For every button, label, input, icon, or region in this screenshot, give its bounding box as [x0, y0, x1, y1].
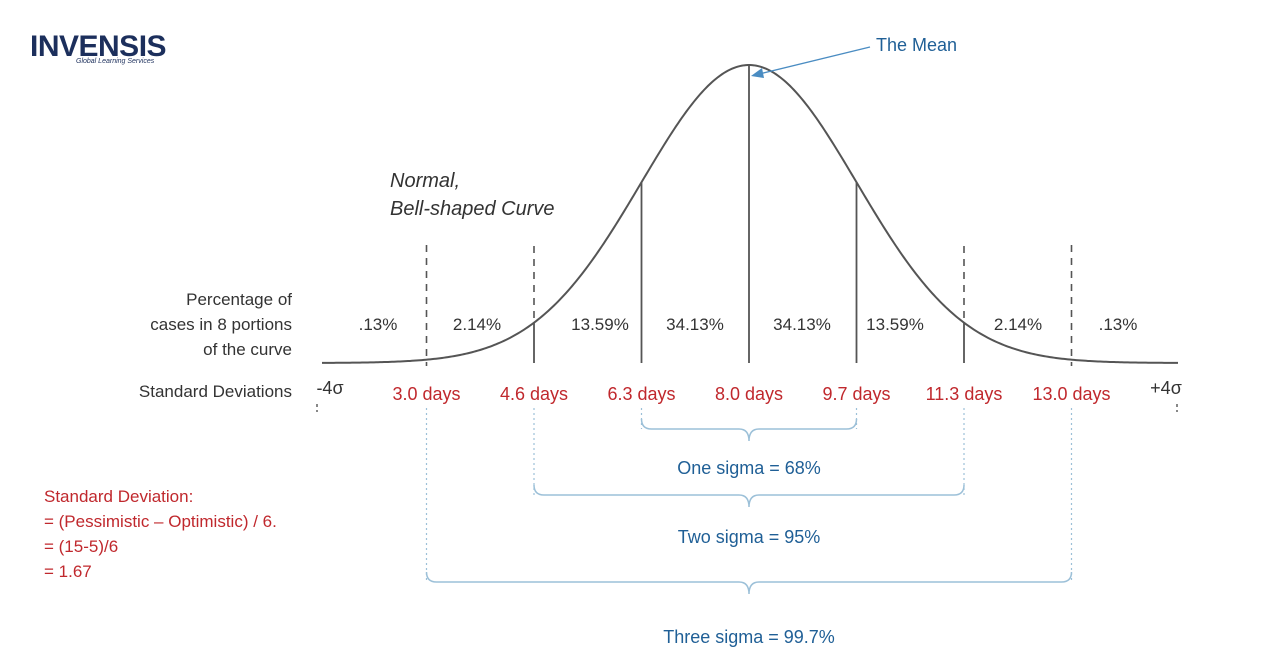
mean-arrow-head	[751, 68, 764, 78]
formula-line: = 1.67	[44, 562, 92, 581]
formula-line: = (Pessimistic – Optimistic) / 6.	[44, 512, 277, 531]
curve-title-line1: Normal,	[390, 170, 460, 192]
logo-wordmark: INVENSIS	[30, 30, 167, 63]
axis-days-label: 13.0 days	[1032, 384, 1110, 404]
portion-percent: 13.59%	[571, 315, 629, 334]
portion-percent: 2.14%	[994, 315, 1042, 334]
sigma-bracket	[640, 418, 858, 442]
sigma-range-label: Two sigma = 95%	[678, 527, 821, 547]
curve-title-line2: Bell-shaped Curve	[390, 198, 555, 220]
portion-percent: .13%	[1099, 315, 1138, 334]
portion-percent: .13%	[359, 315, 398, 334]
axis-days-label: 8.0 days	[715, 384, 783, 404]
axis-days-label: 9.7 days	[822, 384, 890, 404]
portion-percent: 34.13%	[666, 315, 724, 334]
axis-days-label: 4.6 days	[500, 384, 568, 404]
sigma-range-label: One sigma = 68%	[677, 458, 821, 478]
portion-percent: 34.13%	[773, 315, 831, 334]
percent-label-line3: of the curve	[203, 340, 292, 359]
sigma-bracket	[533, 484, 965, 508]
axis-days-label: 3.0 days	[392, 384, 460, 404]
sigma-range-brackets: One sigma = 68% Two sigma = 95% Three sigm…	[425, 418, 1073, 647]
portion-percent: 2.14%	[453, 315, 501, 334]
invensis-logo: INVENSIS Global Learning Services	[30, 24, 190, 74]
portion-percent: 13.59%	[866, 315, 924, 334]
stddev-label: Standard Deviations	[139, 382, 292, 401]
stddev-formula: Standard Deviation: = (Pessimistic – Opt…	[44, 484, 364, 584]
sigma-boundary-lines	[316, 46, 1178, 582]
mean-label: The Mean	[876, 35, 957, 55]
logo-tagline: Global Learning Services	[76, 58, 155, 65]
axis-sigma-label: +4σ	[1150, 378, 1182, 398]
axis-tick-labels: -4σ 3.0 days 4.6 days 6.3 days 8.0 days 9.7 d…	[316, 378, 1181, 404]
formula-line: = (15-5)/6	[44, 537, 119, 556]
bell-curve	[321, 64, 1179, 364]
bell-curve-path	[321, 64, 1179, 364]
percent-label-line2: cases in 8 portions	[150, 315, 292, 334]
percent-label-line1: Percentage of	[186, 290, 292, 309]
sigma-range-label: Three sigma = 99.7%	[663, 627, 835, 647]
axis-sigma-label: -4σ	[316, 378, 343, 398]
axis-days-label: 6.3 days	[607, 384, 675, 404]
axis-days-label: 11.3 days	[926, 384, 1003, 404]
sigma-bracket	[425, 571, 1073, 595]
diagram-labels: Normal, Bell-shaped Curve The Mean Perce…	[139, 35, 957, 401]
mean-arrow-line	[754, 46, 871, 76]
formula-line: Standard Deviation:	[44, 487, 194, 506]
portion-percent-labels: .13% 2.14% 13.59% 34.13% 34.13% 13.59% 2.14% .1…	[359, 315, 1138, 334]
